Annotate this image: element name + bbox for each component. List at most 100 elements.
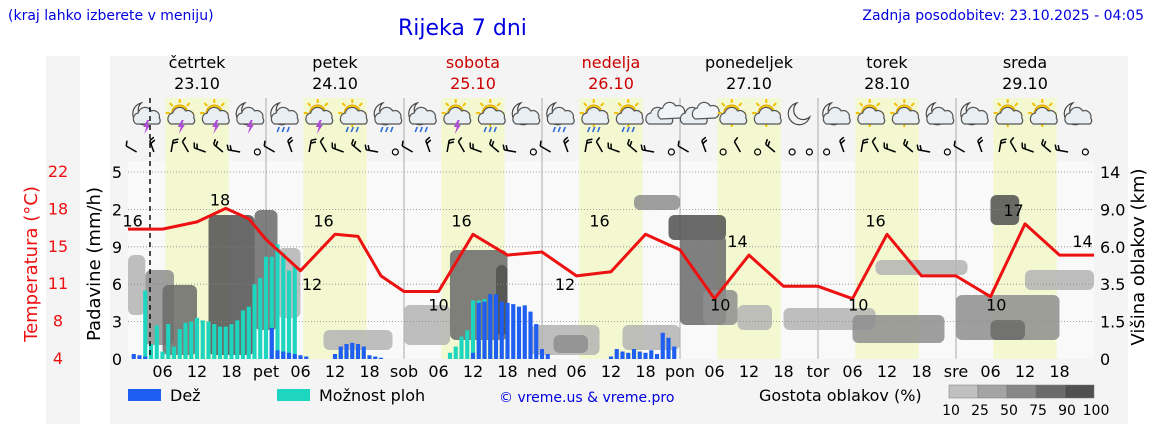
cloud-density-label: Gostota oblakov (%) — [759, 386, 922, 405]
cloud-shape — [374, 106, 403, 125]
shower-bar — [183, 322, 188, 359]
wind-feather — [367, 145, 370, 151]
wind-shaft — [584, 140, 588, 153]
precip-tick: 0 — [112, 350, 122, 369]
wind-shaft — [608, 147, 620, 153]
shower-bar — [465, 330, 470, 359]
wind-feather — [587, 138, 593, 141]
rain-drop — [385, 126, 389, 133]
temp-label: 16 — [589, 211, 609, 230]
wind-calm — [805, 148, 813, 156]
wind-calm — [788, 148, 796, 156]
wind-feather — [1021, 142, 1024, 148]
moon-cloud-rain-icon — [373, 101, 403, 133]
sun-storm-icon — [303, 99, 334, 134]
rain-bar — [378, 357, 384, 359]
wind-feather — [125, 140, 128, 147]
moon-cloud-rain-icon — [408, 101, 437, 133]
wind-feather — [150, 139, 156, 145]
wind-feather — [586, 141, 593, 144]
wind-barb — [193, 142, 206, 153]
wind-feather — [1009, 136, 1015, 143]
wind-feather — [886, 143, 888, 149]
lightning-bolt — [212, 120, 220, 134]
moon-shape — [787, 101, 812, 126]
precipitation-bars — [131, 244, 677, 359]
wind-barb — [584, 138, 593, 153]
wind-feather — [472, 143, 474, 149]
temp-label: 16 — [122, 211, 142, 230]
rain-bar — [338, 346, 343, 359]
sun-ray — [186, 102, 191, 107]
wind-shaft — [457, 141, 466, 153]
wind-shaft — [839, 140, 845, 153]
cloud-shape — [1029, 106, 1058, 125]
sun-cloud-icon — [993, 99, 1024, 127]
day-date: 25.10 — [450, 74, 496, 93]
wind-barb — [916, 144, 931, 153]
day-name: petek — [312, 53, 358, 72]
rain-drop — [562, 126, 566, 133]
wind-barb — [446, 138, 455, 153]
wind-shaft — [308, 140, 312, 153]
wind-barb — [350, 138, 362, 153]
sun-ray — [341, 102, 346, 107]
temp-label: 10 — [428, 296, 448, 315]
wind-barb — [539, 140, 551, 153]
wind-shaft — [194, 147, 206, 153]
cloud-height-tick: 9.0 — [1100, 200, 1125, 219]
wind-feather — [193, 142, 196, 148]
precip-tick: 6 — [112, 275, 122, 294]
rain-bar — [137, 355, 142, 359]
rain-drop — [345, 126, 349, 133]
wind-shaft — [871, 141, 880, 153]
wind-shaft — [213, 143, 224, 153]
grid-lines — [128, 171, 1094, 323]
precip-tick: 9 — [112, 238, 122, 257]
wind-feather — [1040, 138, 1045, 145]
cloud-block — [668, 215, 726, 240]
hour-tick: 18 — [221, 362, 241, 381]
wind-barb — [469, 142, 482, 153]
wind-feather — [401, 140, 404, 147]
wind-feather — [287, 136, 293, 142]
rain-bar — [332, 354, 338, 359]
hour-tick: 06 — [980, 362, 1000, 381]
cloud-shape — [822, 106, 851, 125]
rain-bar — [131, 354, 136, 359]
cloud-density-swatch — [1006, 384, 1037, 399]
wind-barb — [364, 144, 379, 153]
temp-tick: 4 — [53, 349, 63, 368]
wind-feather — [173, 138, 179, 141]
rain-bar — [373, 356, 378, 359]
sun-ray — [634, 102, 639, 107]
wind-barb — [677, 140, 689, 153]
wind-shaft — [627, 143, 638, 153]
shower-bar — [263, 256, 269, 359]
wind-shaft — [642, 149, 655, 153]
wind-feather — [862, 141, 869, 144]
rain-bar — [511, 304, 516, 359]
wind-barb — [125, 140, 137, 153]
sun-ray — [1031, 102, 1036, 107]
location-hint[interactable]: (kraj lahko izberete v meniju) — [8, 8, 214, 24]
sun-ray — [583, 102, 588, 107]
sun-ray — [203, 102, 208, 107]
day-name: četrtek — [169, 53, 227, 72]
rain-drop — [419, 126, 423, 133]
sun-cloud-rain-icon — [338, 99, 368, 133]
cloud-shape — [581, 106, 610, 125]
sun-ray — [859, 102, 864, 107]
day-short-label: pet — [253, 362, 279, 381]
wind-barb — [626, 138, 638, 153]
wind-feather — [350, 138, 355, 145]
wind-feather — [863, 138, 869, 141]
wind-barb — [488, 138, 500, 153]
wind-shaft — [287, 140, 293, 153]
wind-feather — [1001, 138, 1007, 141]
temp-label: 16 — [313, 211, 333, 230]
sun-ray — [876, 102, 881, 107]
hour-tick: 18 — [359, 362, 379, 381]
sun-ray — [600, 102, 605, 107]
